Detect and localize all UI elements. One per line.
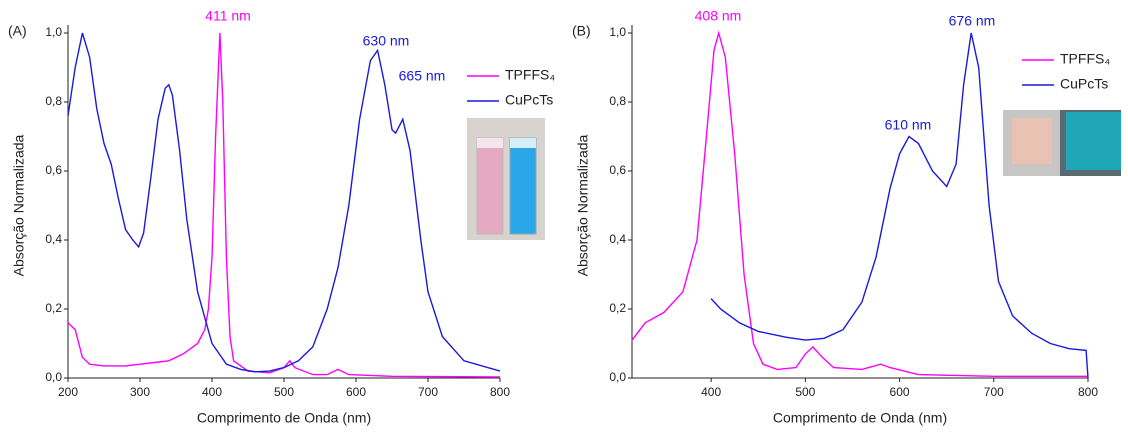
y-tick-label: 0,8 — [45, 94, 62, 108]
legend-label: CuPcTs — [1060, 76, 1108, 92]
x-tick-label: 400 — [701, 385, 721, 399]
x-tick-label: 800 — [1078, 385, 1098, 399]
panel-label: (A) — [8, 23, 27, 39]
peak-annotation: 408 nm — [695, 8, 742, 24]
y-tick-label: 0,2 — [609, 301, 626, 315]
y-tick-label: 0,0 — [45, 370, 62, 384]
photo-films — [1003, 110, 1121, 176]
x-tick-label: 300 — [130, 385, 150, 399]
x-tick-label: 200 — [58, 385, 78, 399]
y-tick-label: 0,4 — [45, 232, 62, 246]
peak-annotation: 610 nm — [885, 117, 932, 133]
x-tick-label: 700 — [418, 385, 438, 399]
x-tick-label: 500 — [274, 385, 294, 399]
data-line — [710, 32, 1089, 379]
peak-annotation: 676 nm — [949, 13, 996, 29]
x-tick-label: 700 — [984, 385, 1004, 399]
photo-cuvettes — [467, 118, 545, 240]
y-tick-label: 1,0 — [45, 25, 62, 39]
x-tick-label: 600 — [346, 385, 366, 399]
y-tick-label: 0,6 — [45, 163, 62, 177]
panel-label: (B) — [572, 23, 591, 39]
y-tick-label: 1,0 — [609, 25, 626, 39]
peak-annotation: 630 nm — [363, 33, 410, 49]
y-axis-label: Absorção Normalizada — [11, 134, 27, 276]
y-tick-label: 0,4 — [609, 232, 626, 246]
x-axis-label: Comprimento de Onda (nm) — [197, 410, 371, 426]
y-tick-label: 0,0 — [609, 370, 626, 384]
legend-label: TPFFS₄ — [505, 67, 555, 83]
x-axis-label: Comprimento de Onda (nm) — [773, 410, 947, 426]
legend-label: TPFFS₄ — [1060, 51, 1110, 67]
y-tick-label: 0,6 — [609, 163, 626, 177]
y-axis-label: Absorção Normalizada — [575, 134, 591, 276]
x-tick-label: 500 — [795, 385, 815, 399]
data-line — [67, 32, 501, 378]
x-tick-label: 600 — [890, 385, 910, 399]
peak-annotation: 665 nm — [399, 68, 446, 84]
data-line — [631, 30, 1088, 377]
y-tick-label: 0,2 — [45, 301, 62, 315]
y-tick-label: 0,8 — [609, 94, 626, 108]
x-tick-label: 800 — [490, 385, 510, 399]
x-tick-label: 400 — [202, 385, 222, 399]
data-line — [67, 32, 501, 373]
peak-annotation: 411 nm — [205, 8, 251, 24]
legend-label: CuPcTs — [505, 92, 553, 108]
